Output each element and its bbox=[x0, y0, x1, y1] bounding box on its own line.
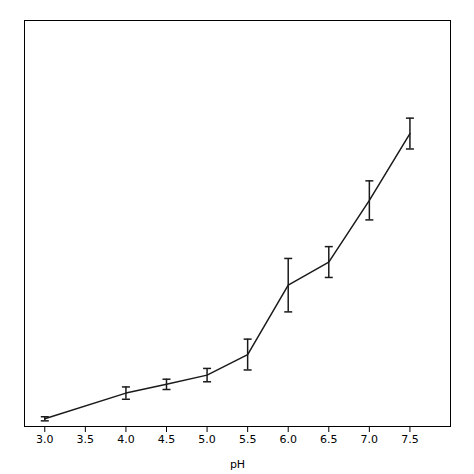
svg-text:7.0: 7.0 bbox=[361, 433, 379, 446]
svg-text:6.5: 6.5 bbox=[320, 433, 338, 446]
svg-text:7.5: 7.5 bbox=[401, 433, 419, 446]
svg-text:pH: pH bbox=[230, 458, 245, 471]
svg-text:5.5: 5.5 bbox=[239, 433, 257, 446]
svg-text:4.5: 4.5 bbox=[158, 433, 176, 446]
svg-text:4.0: 4.0 bbox=[117, 433, 135, 446]
svg-text:5.0: 5.0 bbox=[198, 433, 216, 446]
svg-text:3.0: 3.0 bbox=[36, 433, 54, 446]
svg-text:3.5: 3.5 bbox=[77, 433, 95, 446]
svg-text:6.0: 6.0 bbox=[279, 433, 297, 446]
